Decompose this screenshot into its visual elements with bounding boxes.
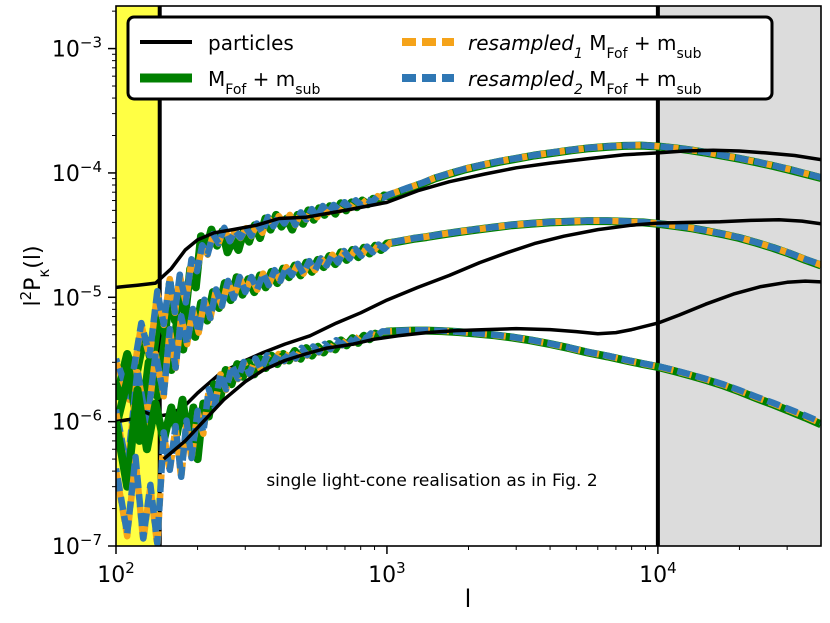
lower-particles-line	[162, 279, 821, 461]
legend-label-mfof: MFof + msub	[208, 67, 320, 98]
x-tick-label: 104	[639, 559, 677, 588]
x-tick-label: 102	[97, 559, 135, 588]
series-lines	[116, 141, 821, 546]
y-axis-label: l2Pκ(l)	[17, 245, 53, 306]
y-tick-label: 10−5	[52, 282, 102, 311]
x-axis: 102 103 104	[97, 546, 788, 588]
y-tick-label: 10−7	[52, 531, 102, 560]
upper-particles-line	[116, 148, 821, 290]
y-tick-label: 10−4	[52, 158, 102, 187]
y-axis: 10−7 10−6 10−5 10−4 10−3	[52, 10, 116, 560]
legend-label-resampled-1: resampled1 MFof + msub	[468, 31, 702, 62]
middle-res2-line	[116, 217, 821, 472]
annotation-text: single light-cone realisation as in Fig.…	[266, 471, 597, 491]
y-tick-label: 10−6	[52, 407, 102, 436]
legend-box	[126, 15, 774, 101]
legend: particles MFof + msub resampled1 MFof + …	[126, 15, 774, 101]
legend-label-resampled-2: resampled2 MFof + msub	[468, 67, 702, 98]
upper-res2-line	[116, 141, 821, 400]
y-tick-label: 10−3	[52, 34, 102, 63]
legend-label-particles: particles	[208, 31, 294, 55]
lower-res2-line	[116, 326, 821, 546]
x-tick-label: 103	[368, 559, 406, 588]
x-axis-label: l	[465, 585, 472, 613]
